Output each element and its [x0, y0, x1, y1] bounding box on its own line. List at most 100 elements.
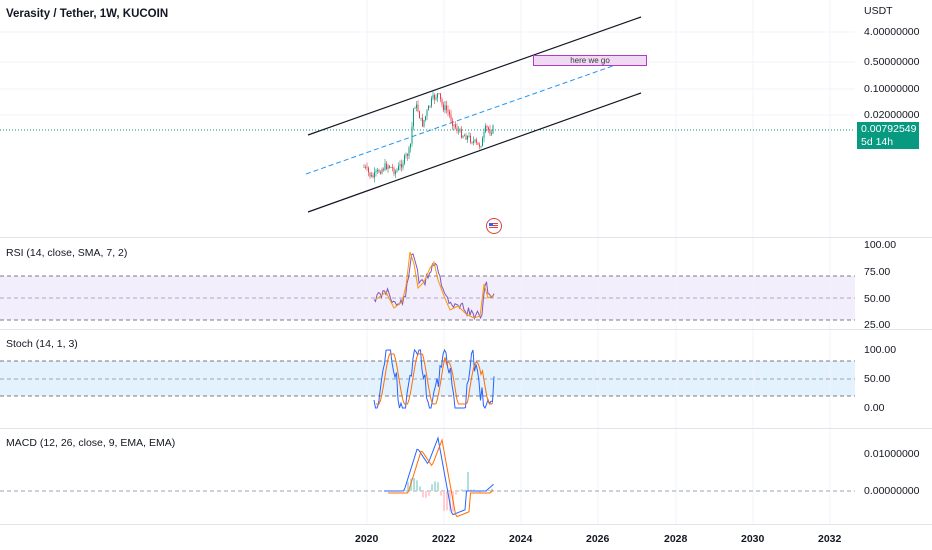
stoch-k-line: [373, 348, 495, 410]
rsi-axis-label: 25.00: [864, 319, 891, 331]
candlestick-series: [363, 91, 494, 183]
candle-body: [426, 110, 428, 117]
candle-body: [366, 167, 368, 168]
macd-histogram-bar: [428, 491, 430, 496]
rsi-pane[interactable]: RSI (14, close, SMA, 7, 2) 100.00 75.00 …: [0, 238, 932, 331]
rsi-ma-line: [375, 251, 494, 319]
candle-body: [399, 164, 401, 167]
macd-histogram-bar: [413, 478, 415, 491]
candle-body: [447, 110, 449, 112]
rsi-plot[interactable]: [0, 238, 932, 329]
rsi-label[interactable]: RSI (14, close, SMA, 7, 2): [6, 247, 128, 259]
candle-body: [389, 165, 390, 168]
macd-histogram-bar: [407, 482, 409, 491]
macd-histogram-bar: [449, 491, 451, 512]
flag-canton: [489, 223, 493, 226]
candle-body: [377, 170, 378, 171]
candle-body: [480, 146, 482, 148]
candle-body: [410, 143, 411, 148]
pane-separator[interactable]: [0, 428, 932, 429]
pane-separator[interactable]: [0, 329, 932, 330]
candle-body: [488, 127, 489, 130]
time-axis-label: 2030: [741, 533, 765, 545]
macd-histogram-bar: [470, 489, 472, 491]
candle-body: [458, 130, 459, 132]
price-unit: USDT: [864, 5, 893, 17]
candle-body: [434, 95, 435, 100]
stoch-pane[interactable]: Stoch (14, 1, 3) 100.00 50.00 0.00: [0, 330, 932, 428]
candle-body: [444, 105, 446, 110]
candle-body: [470, 135, 471, 143]
candle-body: [402, 163, 404, 168]
candle-body: [378, 170, 380, 173]
pane-separator[interactable]: [0, 237, 932, 238]
candle-body: [485, 125, 486, 133]
channel-upper-line: [307, 16, 642, 136]
macd-histogram-bar: [425, 491, 427, 498]
candle-body: [369, 172, 371, 177]
macd-histogram-bar: [461, 489, 463, 491]
candle-body: [489, 129, 491, 135]
annotation-note[interactable]: here we go: [533, 55, 647, 66]
candle-body: [476, 139, 477, 143]
candle-body: [449, 111, 450, 115]
candle-body: [438, 93, 440, 95]
candle-body: [420, 117, 422, 119]
candle-body: [443, 104, 444, 110]
candle-body: [465, 135, 467, 140]
time-axis-label: 2032: [818, 533, 842, 545]
macd-plot[interactable]: [0, 429, 932, 524]
candle-body: [375, 170, 377, 172]
current-price-value: 0.00792549: [861, 123, 917, 135]
candle-body: [374, 171, 375, 178]
flag-stripes: [489, 223, 498, 228]
symbol-title[interactable]: Verasity / Tether, 1W, KUCOIN: [6, 8, 169, 20]
candle-body: [441, 99, 443, 105]
candle-body: [473, 140, 474, 143]
macd-histogram-bar: [416, 480, 418, 491]
macd-axis-label: 0.00000000: [864, 485, 920, 497]
candle-body: [419, 111, 420, 119]
macd-histogram-bar: [446, 491, 448, 511]
stoch-label[interactable]: Stoch (14, 1, 3): [6, 338, 78, 350]
candle-body: [422, 117, 423, 127]
macd-histogram-bar: [467, 471, 469, 491]
candle-body: [483, 132, 485, 139]
macd-histogram-bar: [488, 489, 490, 491]
stoch-plot[interactable]: [0, 330, 932, 428]
price-pane[interactable]: Verasity / Tether, 1W, KUCOIN USDT 4.000…: [0, 0, 932, 237]
candle-body: [428, 105, 429, 111]
channel-mid-line: [305, 55, 642, 175]
macd-label[interactable]: MACD (12, 26, close, 9, EMA, EMA): [6, 437, 176, 449]
candle-body: [431, 98, 432, 106]
us-flag-icon[interactable]: [486, 218, 502, 234]
price-axis-label: 0.50000000: [864, 56, 920, 68]
candle-body: [380, 172, 381, 174]
candle-body: [486, 125, 488, 128]
time-axis-label: 2020: [355, 533, 379, 545]
candle-body: [429, 105, 431, 107]
macd-histogram-bar: [440, 491, 442, 496]
price-plot[interactable]: [0, 0, 932, 237]
candle-body: [423, 119, 425, 127]
candle-body: [392, 167, 393, 169]
candle-body: [432, 95, 434, 99]
time-axis[interactable]: 2020 2022 2024 2026 2028 2030 2032: [0, 524, 932, 550]
candle-body: [462, 135, 464, 138]
rsi-axis-label: 100.00: [864, 239, 897, 251]
candle-body: [474, 139, 476, 141]
candle-body: [452, 120, 453, 126]
stoch-axis-label: 100.00: [864, 344, 897, 356]
macd-histogram-bar: [437, 482, 439, 491]
price-axis-label: 0.02000000: [864, 109, 920, 121]
candle-body: [405, 154, 407, 156]
candle-body: [381, 169, 383, 174]
candle-body: [461, 129, 462, 138]
price-axis-label: 4.00000000: [864, 26, 920, 38]
candle-body: [393, 168, 395, 174]
candle-body: [413, 108, 414, 127]
candle-body: [456, 127, 458, 132]
macd-pane[interactable]: MACD (12, 26, close, 9, EMA, EMA) 0.0100…: [0, 429, 932, 524]
candle-body: [459, 129, 461, 131]
macd-histogram-bar: [434, 481, 436, 491]
